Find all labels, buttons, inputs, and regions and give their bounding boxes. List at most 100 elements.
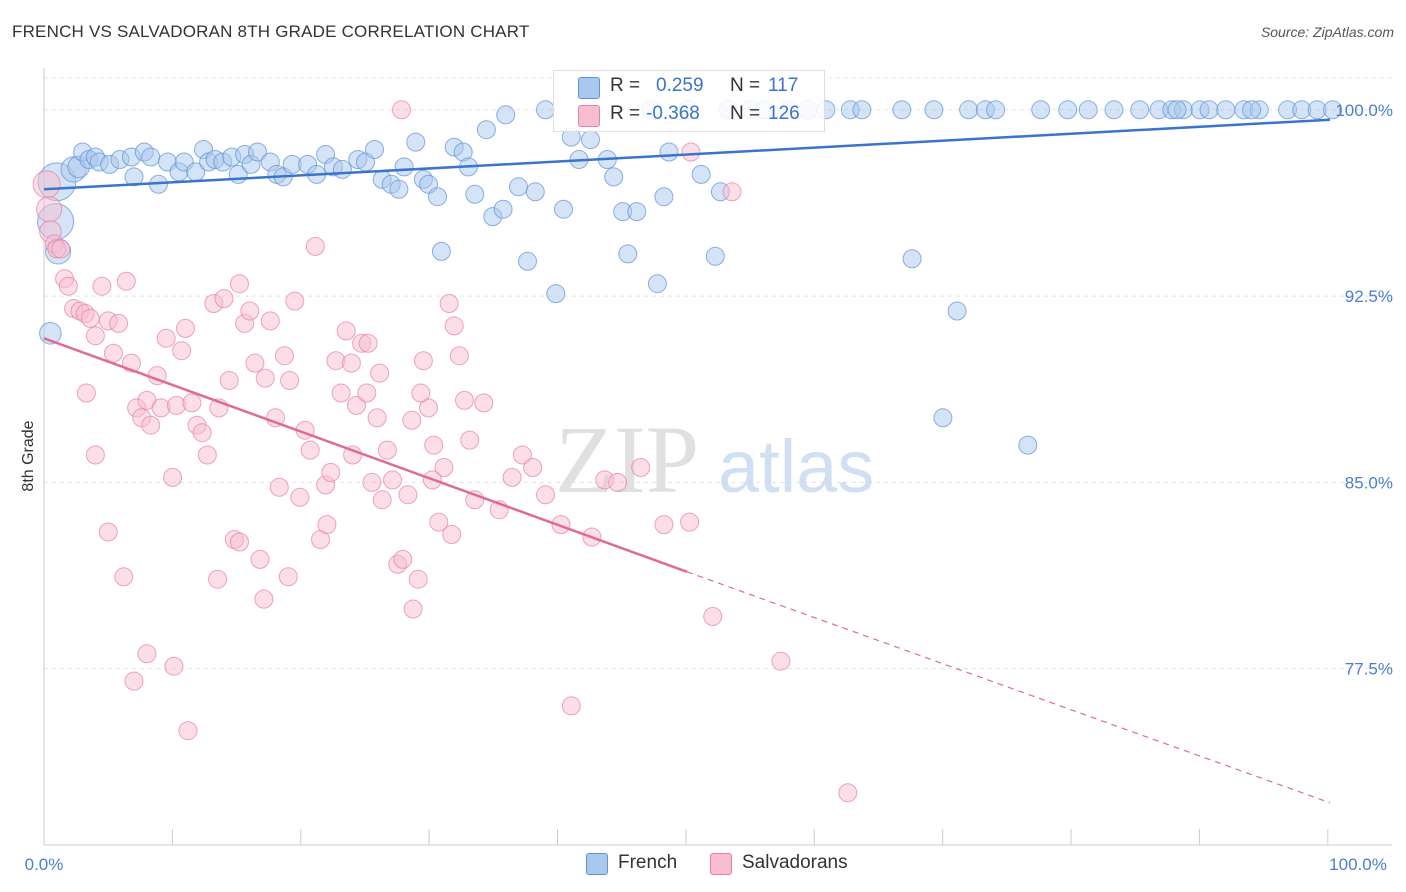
french-point <box>902 249 922 269</box>
salvadoran-point <box>321 462 341 482</box>
bottom-legend-label-french: French <box>618 852 678 873</box>
salvadoran-point <box>305 236 325 256</box>
salvadoran-point <box>182 393 202 413</box>
french-point <box>248 142 267 162</box>
salvadoran-point <box>58 276 78 296</box>
bottom-legend-swatch-salvadorans <box>710 853 732 875</box>
legend: R = 0.259 N = 117 R = -0.368 N = 126 <box>553 70 825 132</box>
french-point <box>496 105 516 125</box>
trend-line-salvadorans-extension <box>686 571 1331 804</box>
chart-title: FRENCH VS SALVADORAN 8TH GRADE CORRELATI… <box>12 22 530 41</box>
salvadoran-point <box>156 328 176 348</box>
series-salvadorans <box>32 100 858 803</box>
salvadoran-point <box>240 301 260 321</box>
salvadoran-point <box>403 599 423 619</box>
french-point <box>659 142 679 162</box>
french-point <box>604 167 624 187</box>
salvadoran-point <box>455 390 474 410</box>
salvadoran-point <box>341 353 361 373</box>
salvadoran-point <box>654 515 674 535</box>
trend-line-french <box>43 118 1331 191</box>
trend-line-salvadorans <box>43 337 688 573</box>
french-point <box>1216 100 1236 120</box>
x-tick-label-100: 100.0% <box>1329 855 1387 874</box>
legend-r-value-french: 0.259 <box>656 75 704 96</box>
french-point <box>1242 100 1262 120</box>
salvadoran-point <box>413 351 433 371</box>
french-point <box>581 130 600 150</box>
legend-r-label: R = <box>610 103 641 124</box>
legend-row-salvadorans: R = -0.368 N = 126 <box>554 101 824 129</box>
salvadoran-point <box>192 423 212 443</box>
salvadoran-point <box>280 371 300 390</box>
salvadoran-point <box>561 696 581 716</box>
french-point <box>332 159 352 179</box>
french-point <box>1031 100 1051 120</box>
legend-n-value-salvadorans: 126 <box>768 103 800 124</box>
bottom-legend-swatch-french <box>586 853 608 875</box>
salvadoran-point <box>76 383 96 403</box>
source-credit: Source: ZipAtlas.com <box>1260 24 1394 40</box>
y-tick-labels: 100.0% 92.5% 85.0% 77.5% <box>1335 101 1393 679</box>
french-point <box>1130 100 1150 120</box>
legend-row-french: R = 0.259 N = 117 <box>554 73 824 101</box>
french-point <box>1167 100 1187 120</box>
french-point <box>365 140 384 159</box>
salvadoran-point <box>680 512 700 532</box>
salvadoran-point <box>275 346 294 366</box>
bottom-legend-label-salvadorans: Salvadorans <box>742 852 848 873</box>
salvadoran-point <box>141 415 161 435</box>
salvadoran-point <box>444 316 464 336</box>
legend-swatch-salvadorans <box>578 105 600 127</box>
salvadoran-point <box>474 393 494 413</box>
french-point <box>394 157 414 177</box>
french-point <box>509 177 528 197</box>
salvadoran-point <box>103 343 123 363</box>
french-point <box>536 100 555 120</box>
salvadoran-point <box>219 371 239 390</box>
french-point <box>431 241 451 261</box>
salvadoran-point <box>250 549 270 569</box>
salvadoran-point <box>285 291 305 311</box>
french-point <box>465 184 485 204</box>
salvadoran-point <box>358 333 378 353</box>
salvadoran-point <box>362 472 382 492</box>
salvadoran-point <box>254 589 274 609</box>
legend-r-value-salvadorans: -0.368 <box>646 103 700 124</box>
salvadoran-point <box>326 351 346 371</box>
x-ticks <box>43 829 1329 845</box>
salvadoran-point <box>434 458 454 477</box>
y-tick-label: 77.5% <box>1345 660 1393 679</box>
french-point <box>525 182 545 202</box>
french-point <box>546 284 566 304</box>
salvadoran-point <box>80 308 100 328</box>
salvadoran-point <box>278 567 298 587</box>
french-point <box>947 301 967 321</box>
legend-r-label: R = <box>610 75 641 96</box>
salvadoran-point <box>151 398 171 418</box>
french-point <box>1078 100 1098 120</box>
salvadoran-point <box>429 512 449 532</box>
salvadoran-point <box>347 395 366 415</box>
salvadoran-point <box>230 532 249 552</box>
salvadoran-point <box>383 470 402 490</box>
french-point <box>691 164 711 184</box>
french-point <box>1018 435 1038 455</box>
salvadoran-point <box>442 525 462 544</box>
salvadoran-point <box>523 458 543 477</box>
salvadoran-point <box>336 321 356 341</box>
salvadoran-point <box>230 274 249 294</box>
salvadoran-point <box>439 294 459 313</box>
french-point <box>986 100 1006 120</box>
salvadoran-point <box>163 467 183 487</box>
x-tick-label-0: 0.0% <box>25 855 64 874</box>
salvadoran-point <box>137 644 157 664</box>
french-point <box>892 100 912 120</box>
salvadoran-point <box>370 363 390 383</box>
salvadoran-point <box>392 100 411 120</box>
french-point <box>493 199 513 219</box>
legend-swatch-french <box>578 77 600 99</box>
french-point <box>705 246 725 266</box>
salvadoran-point <box>109 313 129 333</box>
